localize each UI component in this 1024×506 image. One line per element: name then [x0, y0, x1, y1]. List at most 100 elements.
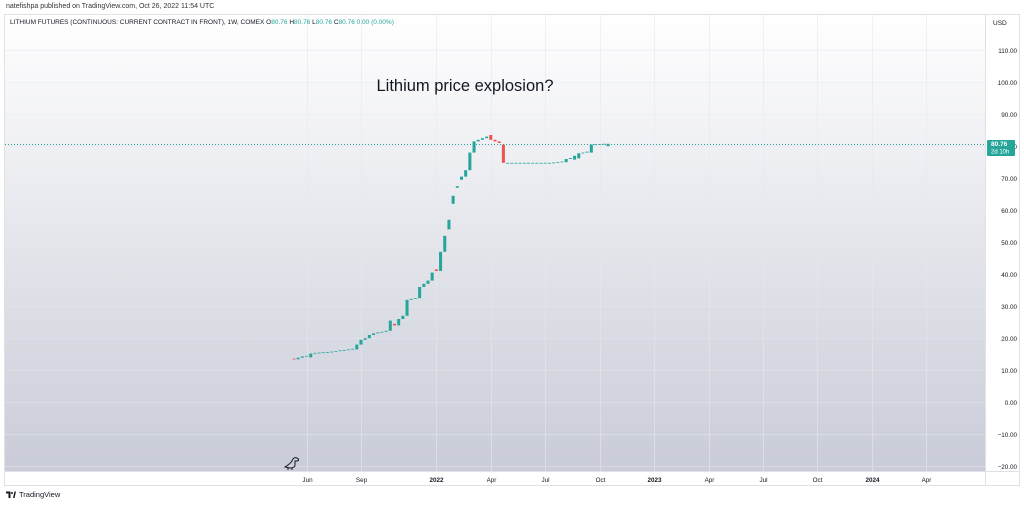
- candle: [589, 144, 593, 153]
- candle: [405, 299, 409, 316]
- candle: [552, 162, 556, 164]
- y-tick-label: 20.00: [1001, 336, 1017, 343]
- candle: [376, 332, 380, 334]
- x-tick-label: Apr: [487, 477, 497, 484]
- y-tick-label: 100.00: [998, 80, 1018, 87]
- candle: [355, 344, 359, 350]
- candle: [464, 170, 468, 177]
- tradingview-logo-icon: [6, 491, 16, 498]
- candle: [367, 335, 371, 339]
- candle: [514, 162, 518, 164]
- ohlc-open-label: O: [266, 19, 272, 26]
- x-tick-label: Jul: [541, 477, 549, 484]
- candle: [397, 319, 401, 326]
- ohlc-high-label: H: [289, 19, 295, 26]
- x-tick-label: Oct: [813, 477, 823, 484]
- currency-label: USD: [993, 20, 1007, 27]
- candle: [455, 186, 459, 188]
- x-tick-label: Sep: [356, 477, 368, 484]
- footer-brand-name: TradingView: [19, 490, 61, 499]
- candle: [476, 139, 480, 142]
- y-tick-label: 60.00: [1001, 208, 1017, 215]
- candle: [573, 155, 577, 160]
- candle: [506, 162, 510, 164]
- candle: [472, 141, 476, 153]
- x-tick-label: Jul: [759, 477, 767, 484]
- candle: [480, 138, 484, 140]
- y-tick-label: 110.00: [998, 48, 1017, 55]
- candle: [522, 162, 526, 164]
- y-tick-label: 30.00: [1001, 304, 1017, 311]
- ohlc-open: 80.76: [271, 19, 288, 26]
- candle: [325, 351, 329, 353]
- plot-background: [5, 15, 985, 471]
- candle: [422, 283, 426, 287]
- candle: [330, 351, 334, 353]
- candle: [401, 315, 405, 319]
- last-price-badge-bg: [987, 140, 1015, 156]
- price-axis-background[interactable]: [985, 15, 1020, 471]
- candle: [485, 136, 489, 139]
- candle: [300, 356, 304, 358]
- last-price-badge: 80.76 2d 10h: [987, 140, 1015, 156]
- y-tick-label: 90.00: [1001, 112, 1017, 119]
- candle: [489, 135, 493, 140]
- candle: [510, 162, 514, 164]
- candle: [292, 358, 296, 360]
- candle: [459, 176, 464, 180]
- candle: [564, 159, 568, 163]
- candle: [334, 351, 338, 352]
- footer-branding[interactable]: TradingView: [6, 490, 60, 499]
- publish-line: natefishpa published on TradingView.com,…: [6, 3, 215, 10]
- symbol-name[interactable]: LITHIUM FUTURES (CONTINUOUS: CURRENT CON…: [10, 19, 265, 26]
- candle: [384, 330, 388, 332]
- candle: [413, 298, 417, 299]
- candle: [363, 338, 367, 340]
- candle: [585, 151, 589, 153]
- candle: [309, 353, 313, 358]
- x-tick-label: 2024: [865, 477, 880, 484]
- candle: [338, 350, 342, 352]
- y-tick-label: 40.00: [1001, 272, 1017, 279]
- ohlc-change: 0.00 (0.00%): [356, 19, 394, 26]
- candle: [518, 162, 522, 164]
- y-tick-label: 70.00: [1001, 176, 1017, 183]
- candle: [296, 357, 300, 360]
- candle: [409, 298, 413, 300]
- candle: [430, 272, 434, 281]
- last-price-value: 80.76: [991, 141, 1008, 148]
- y-tick-label: 50.00: [1001, 240, 1017, 247]
- candle: [426, 280, 430, 284]
- candle: [568, 158, 572, 159]
- candle: [380, 331, 384, 333]
- price-axis-ticks: 110.00100.0090.0080.0070.0060.0050.0040.…: [998, 48, 1018, 471]
- annotation-text: Lithium price explosion?: [376, 77, 553, 95]
- candle: [594, 144, 598, 146]
- x-tick-label: Jun: [302, 477, 313, 484]
- candle: [317, 352, 321, 354]
- ohlc-high: 80.76: [294, 19, 311, 26]
- candle: [535, 162, 539, 164]
- symbol-legend[interactable]: LITHIUM FUTURES (CONTINUOUS: CURRENT CON…: [10, 19, 394, 26]
- candle: [392, 323, 396, 326]
- y-tick-label: 0.00: [1005, 400, 1018, 407]
- chart-canvas[interactable]: Lithium price explosion? USD 110.00 100.0…: [5, 15, 1020, 486]
- candle: [418, 287, 422, 299]
- candle: [543, 162, 547, 164]
- y-tick-label: −10.00: [998, 432, 1018, 439]
- ohlc-close: 80.76: [338, 19, 355, 26]
- time-axis-background[interactable]: [5, 471, 1020, 486]
- candle: [443, 235, 447, 252]
- candle: [547, 162, 551, 164]
- candle: [447, 219, 451, 230]
- ohlc-close-label: C: [333, 19, 339, 26]
- x-tick-label: 2022: [429, 477, 444, 484]
- dino-icon: [283, 457, 299, 470]
- candle: [497, 141, 501, 143]
- candle: [493, 139, 497, 142]
- time-axis-ticks: Jun Sep 2022 Apr Jul Oct 2023 Apr Jul Oct 2024 Apr: [302, 477, 931, 484]
- candle: [527, 162, 531, 164]
- candle: [346, 349, 350, 351]
- candle: [531, 162, 535, 164]
- candle: [388, 320, 392, 331]
